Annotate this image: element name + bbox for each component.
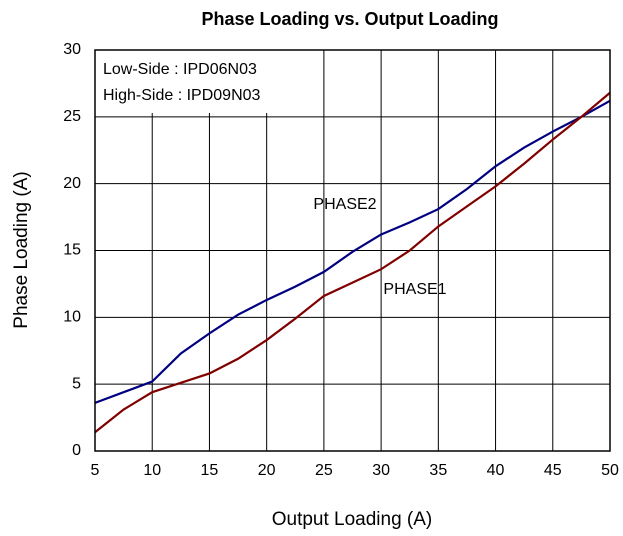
y-tick-label: 30 — [63, 41, 81, 58]
y-tick-label: 10 — [63, 309, 81, 326]
x-tick-label: 45 — [544, 462, 562, 479]
y-axis-label: Phase Loading (A) — [11, 171, 32, 328]
x-tick-label: 50 — [601, 462, 619, 479]
x-tick-label: 40 — [487, 462, 505, 479]
x-tick-label: 5 — [91, 462, 100, 479]
y-tick-label: 0 — [72, 442, 81, 459]
y-tick-label: 15 — [63, 242, 81, 259]
x-tick-label: 35 — [429, 462, 447, 479]
annotation: Low-Side : IPD06N03 — [103, 61, 257, 78]
series-line — [94, 99, 611, 404]
x-tick-label: 20 — [258, 462, 276, 479]
chart-title: Phase Loading vs. Output Loading — [201, 9, 498, 29]
x-axis-label: Output Loading (A) — [272, 509, 433, 530]
series-label: PHASE2 — [313, 196, 376, 213]
x-tick-label: 25 — [315, 462, 333, 479]
y-tick-label: 20 — [63, 175, 81, 192]
y-tick-label: 5 — [72, 375, 81, 392]
x-tick-label: 15 — [201, 462, 219, 479]
x-tick-label: 10 — [143, 462, 161, 479]
annotation: High-Side : IPD09N03 — [103, 87, 261, 104]
series-line — [94, 91, 611, 434]
series-label: PHASE1 — [383, 281, 446, 298]
annotation-box — [95, 50, 323, 113]
plot-border — [94, 49, 611, 452]
x-tick-label: 30 — [372, 462, 390, 479]
y-tick-label: 25 — [63, 108, 81, 125]
